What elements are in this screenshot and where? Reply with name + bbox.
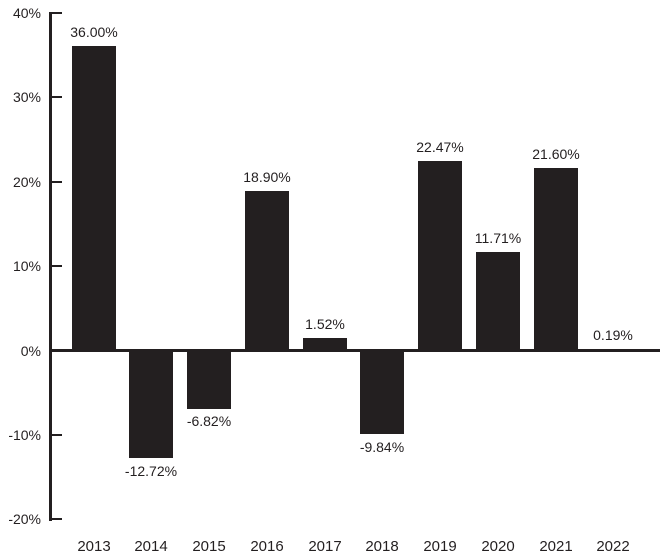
y-axis-tick-mark: [49, 518, 62, 520]
bar-value-label: 0.19%: [593, 327, 633, 343]
bar-value-label: -12.72%: [124, 463, 178, 479]
x-axis-tick-label: 2020: [481, 538, 515, 555]
bar-value-label: -6.82%: [186, 413, 232, 429]
bar: [591, 349, 635, 352]
bar-value-label: 1.52%: [305, 316, 345, 332]
x-axis-tick-label: 2021: [539, 538, 573, 555]
bar-value-label: 11.71%: [474, 230, 522, 246]
zero-baseline: [49, 349, 660, 352]
bar: [303, 338, 347, 352]
y-axis-tick-label: 10%: [12, 258, 41, 274]
bar: [72, 46, 116, 351]
bar: [476, 252, 520, 352]
bar: [418, 161, 462, 352]
x-axis-tick-label: 2014: [134, 538, 168, 555]
y-axis-tick-mark: [49, 434, 62, 436]
x-axis-tick-label: 2019: [423, 538, 457, 555]
y-axis-tick-label: 30%: [12, 89, 41, 105]
bar-value-label: 21.60%: [532, 146, 580, 162]
y-axis-tick-label: 0%: [20, 343, 41, 359]
bar: [360, 350, 404, 434]
bar: [245, 191, 289, 352]
x-axis-tick-label: 2015: [192, 538, 226, 555]
y-axis-tick-mark: [49, 181, 62, 183]
bar-value-label: 18.90%: [243, 169, 291, 185]
y-axis-tick-mark: [49, 96, 62, 98]
bar: [534, 168, 578, 351]
x-axis-tick-label: 2013: [77, 538, 111, 555]
x-axis-tick-label: 2016: [250, 538, 284, 555]
bar: [129, 350, 173, 458]
bar: [187, 350, 231, 409]
x-axis-tick-label: 2017: [308, 538, 342, 555]
y-axis-tick-label: 20%: [12, 174, 41, 190]
y-axis-tick-label: -20%: [8, 511, 41, 527]
bar-value-label: 36.00%: [70, 24, 118, 40]
y-axis-tick-mark: [49, 265, 62, 267]
bar-value-label: 22.47%: [416, 139, 464, 155]
x-axis-tick-label: 2018: [365, 538, 399, 555]
y-axis-tick-label: 40%: [12, 5, 41, 21]
bar-value-label: -9.84%: [359, 439, 405, 455]
y-axis-tick-mark: [49, 12, 62, 14]
y-axis-spine: [49, 12, 52, 521]
y-axis-tick-label: -10%: [8, 427, 41, 443]
x-axis-tick-label: 2022: [596, 538, 630, 555]
